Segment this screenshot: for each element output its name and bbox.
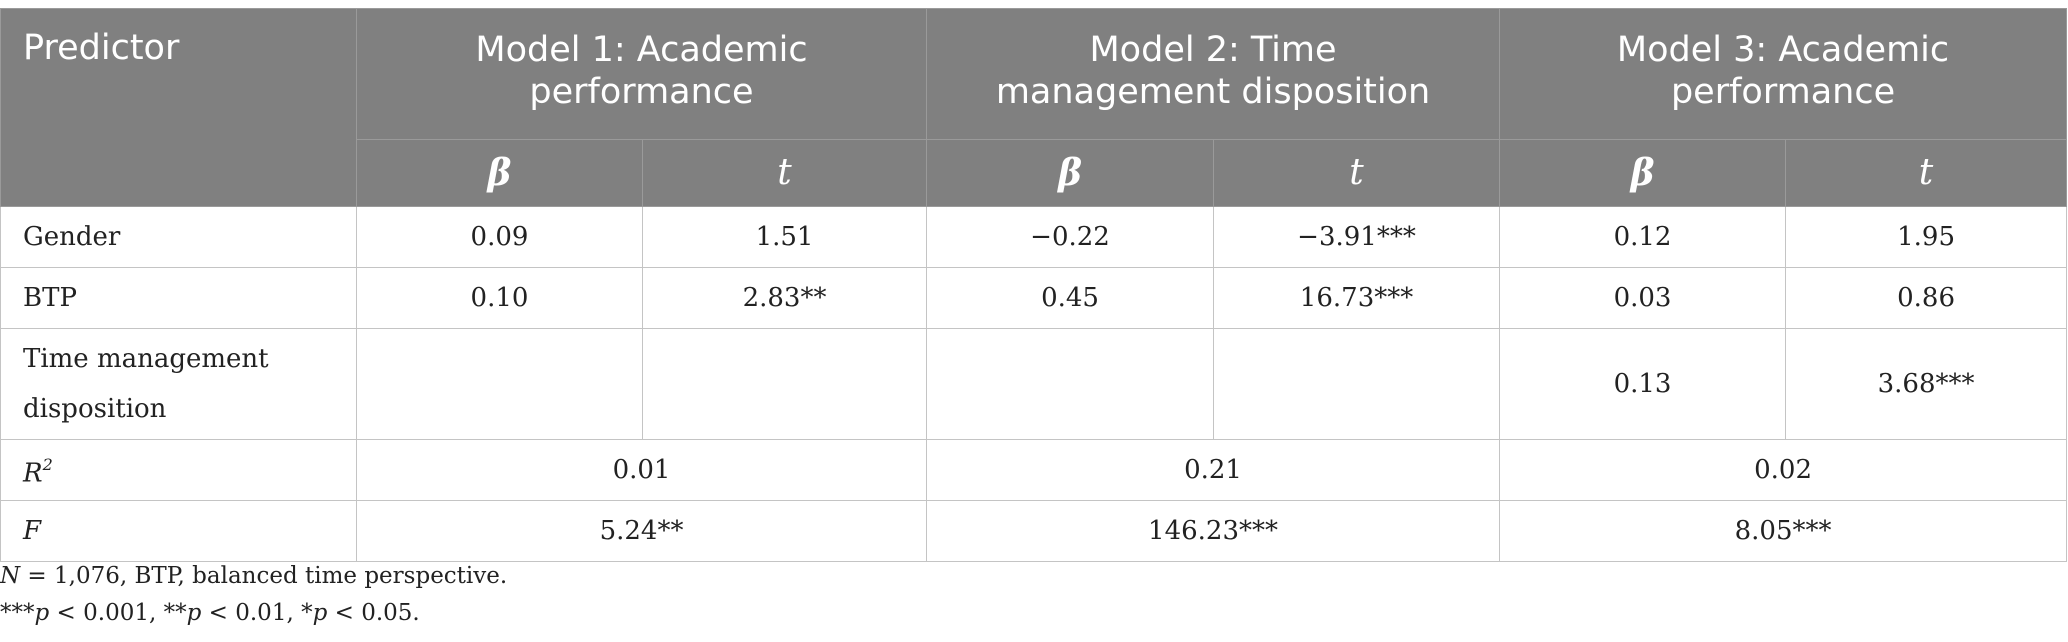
table-note-significance: ***p < 0.001, **p < 0.01, *p < 0.05. xyxy=(0,600,420,626)
table-cell: 1.95 xyxy=(1785,206,2068,268)
header-row-stats: β t β t β t xyxy=(1,139,2068,207)
row-label: BTP xyxy=(0,267,357,329)
table-cell xyxy=(1213,328,1501,440)
table-cell xyxy=(926,328,1215,440)
table-body: Gender 0.09 1.51 −0.22 −3.91*** 0.12 1.9… xyxy=(0,206,2068,562)
table-header: Predictor Model 1: Academic performance … xyxy=(0,8,2068,207)
table-cell: 8.05*** xyxy=(1499,500,2068,562)
table-cell xyxy=(356,328,643,440)
note-text: = 1,076, BTP, balanced time perspective. xyxy=(20,563,508,589)
table-cell: 0.86 xyxy=(1785,267,2068,329)
table-cell: 2.83** xyxy=(641,267,928,329)
table-cell: 0.12 xyxy=(1499,206,1787,268)
table-cell: 0.01 xyxy=(355,439,928,501)
table-cell xyxy=(641,328,928,440)
note-p-symbol: p xyxy=(34,600,50,626)
table-row-time-management: Time management disposition 0.13 3.68*** xyxy=(0,328,2068,440)
table-cell: 0.13 xyxy=(1499,328,1787,440)
note-p-symbol: p xyxy=(312,600,328,626)
table-cell: 1.51 xyxy=(641,206,928,268)
table-cell: 0.21 xyxy=(926,439,1501,501)
row-label: Time management disposition xyxy=(0,328,357,440)
table-cell: 5.24** xyxy=(355,500,928,562)
table-row-btp: BTP 0.10 2.83** 0.45 16.73*** 0.03 0.86 xyxy=(0,267,2068,329)
table-cell: 146.23*** xyxy=(926,500,1501,562)
table-cell: 0.10 xyxy=(356,267,643,329)
t-header: t xyxy=(641,139,928,207)
t-header: t xyxy=(1785,139,2068,207)
table-cell: −0.22 xyxy=(926,206,1215,268)
table-row-r-squared: R2 0.01 0.21 0.02 xyxy=(0,439,2068,501)
table-cell: 0.02 xyxy=(1499,439,2068,501)
note-n-symbol: N xyxy=(0,563,21,589)
table-cell: 16.73*** xyxy=(1213,267,1501,329)
note-text: < 0.05. xyxy=(327,600,420,626)
table-cell: 0.45 xyxy=(926,267,1215,329)
t-header: t xyxy=(1213,139,1501,207)
model-3-header: Model 3: Academic performance xyxy=(1499,8,2068,140)
beta-header: β xyxy=(926,139,1215,207)
beta-header: β xyxy=(1499,139,1787,207)
model-1-header: Model 1: Academic performance xyxy=(355,8,928,140)
table-row-f: F 5.24** 146.23*** 8.05*** xyxy=(0,500,2068,562)
table-cell: 0.09 xyxy=(356,206,643,268)
beta-header: β xyxy=(356,139,643,207)
note-p-symbol: p xyxy=(186,600,202,626)
table-cell: 0.03 xyxy=(1499,267,1787,329)
table-cell: −3.91*** xyxy=(1213,206,1501,268)
table-note-sample: N = 1,076, BTP, balanced time perspectiv… xyxy=(0,563,507,589)
row-label: R2 xyxy=(0,439,357,501)
note-text: *** xyxy=(0,600,35,626)
note-text: < 0.001, ** xyxy=(49,600,187,626)
table-row-gender: Gender 0.09 1.51 −0.22 −3.91*** 0.12 1.9… xyxy=(0,206,2068,268)
table-cell: 3.68*** xyxy=(1785,328,2068,440)
note-text: < 0.01, * xyxy=(201,600,313,626)
predictor-header: Predictor xyxy=(0,8,357,207)
r-squared-symbol: R xyxy=(23,458,43,489)
model-2-header: Model 2: Time management disposition xyxy=(926,8,1501,140)
r-squared-exponent: 2 xyxy=(42,454,53,474)
row-label: F xyxy=(0,500,357,562)
row-label: Gender xyxy=(0,206,357,268)
regression-table: Predictor Model 1: Academic performance … xyxy=(0,8,2068,562)
header-row-models: Predictor Model 1: Academic performance … xyxy=(0,8,2068,207)
